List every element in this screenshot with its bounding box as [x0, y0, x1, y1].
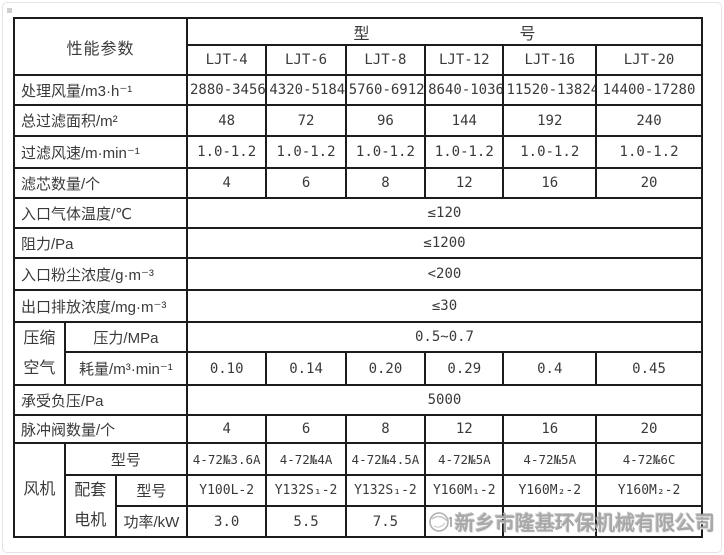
value-cell	[595, 505, 703, 538]
value-cell: 240	[595, 104, 703, 137]
value-cell: 4-72№5A	[502, 442, 598, 476]
row-label-cartridge-count: 滤芯数量/个	[13, 167, 188, 199]
value-cell: Y160M₁-2	[424, 474, 505, 507]
value-cell: 144	[424, 104, 505, 137]
value-cell: 4-72№5A	[424, 442, 505, 476]
value-cell: 1.0-1.2	[595, 135, 703, 169]
value-cell: 4-72№3.6A	[185, 442, 268, 476]
value-cell: 48	[185, 104, 268, 137]
scan-artifact	[7, 8, 12, 13]
value-cell: 8640-10368	[424, 74, 505, 106]
value-cell: 12	[424, 414, 505, 444]
model-column-header: LJT-4	[185, 44, 268, 76]
row-label-negative-pressure: 承受负压/Pa	[13, 384, 188, 416]
row-label-pulse-valve-count: 脉冲阀数量/个	[13, 414, 188, 444]
value-cell: 192	[502, 104, 598, 137]
model-group-char-2: 号	[519, 25, 536, 43]
value-cell: 3.0	[185, 505, 268, 538]
value-cell: 4	[185, 414, 268, 444]
model-group-header: 型 号	[185, 17, 704, 46]
row-label-air-consumption: 耗量/m³·min⁻¹	[63, 351, 188, 386]
value-cell: 16	[502, 167, 598, 199]
value-cell: Y132S₁-2	[265, 474, 347, 507]
model-column-header: LJT-12	[424, 44, 505, 76]
merged-value-cell: <200	[185, 257, 704, 291]
row-label-filter-velocity: 过滤风速/m·min⁻¹	[13, 135, 188, 169]
row-label-pressure: 压力/MPa	[63, 321, 188, 353]
value-cell: 1.0-1.2	[265, 135, 347, 169]
value-cell: 4320-5184	[265, 74, 347, 106]
value-cell: 96	[344, 104, 427, 137]
value-cell: 6	[265, 414, 347, 444]
value-cell: 11520-13824	[502, 74, 598, 106]
row-label-filter-area: 总过滤面积/m²	[13, 104, 188, 137]
value-cell: Y160M₂-2	[595, 474, 703, 507]
value-cell: 4-72№4.5A	[344, 442, 427, 476]
merged-value-cell: 5000	[185, 384, 704, 416]
value-cell: 7.5	[344, 505, 427, 538]
value-cell: Y100L-2	[185, 474, 268, 507]
value-cell: 5760-6912	[344, 74, 427, 106]
value-cell: 1.0-1.2	[424, 135, 505, 169]
value-cell: 1.0-1.2	[185, 135, 268, 169]
value-cell: 8	[344, 167, 427, 199]
model-group-char-1: 型	[353, 25, 370, 43]
value-cell: 8	[344, 414, 427, 444]
value-cell	[502, 505, 598, 538]
row-label-air-volume: 处理风量/m3·h⁻¹	[13, 74, 188, 106]
value-cell: 6	[265, 167, 347, 199]
value-cell: 14400-17280	[595, 74, 703, 106]
row-group-motor: 配套电机	[63, 474, 117, 538]
row-group-fan: 风机	[13, 442, 66, 538]
value-cell: 20	[595, 414, 703, 444]
merged-value-cell: 0.5~0.7	[185, 321, 704, 353]
merged-value-cell: ≤120	[185, 197, 704, 229]
value-cell: 0.29	[424, 351, 505, 386]
value-cell: 4-72№6C	[595, 442, 703, 476]
row-label-motor-model: 型号	[114, 474, 188, 507]
value-cell: Y160M₂-2	[502, 474, 598, 507]
value-cell: 72	[265, 104, 347, 137]
row-label-motor-power: 功率/kW	[114, 505, 188, 538]
value-cell: 4	[185, 167, 268, 199]
value-cell: Y132S₁-2	[344, 474, 427, 507]
value-cell: 4-72№4A	[265, 442, 347, 476]
merged-value-cell: ≤30	[185, 289, 704, 323]
value-cell: 0.45	[595, 351, 703, 386]
param-header-cell: 性能参数	[13, 17, 188, 76]
model-column-header: LJT-16	[502, 44, 598, 76]
spec-table: 性能参数 型 号 LJT-4 LJT-6 LJT-8 LJT-12 LJT-16…	[13, 17, 704, 538]
row-label-inlet-dust: 入口粉尘浓度/g·m⁻³	[13, 257, 188, 291]
value-cell: 16	[502, 414, 598, 444]
value-cell: 0.14	[265, 351, 347, 386]
value-cell	[424, 505, 505, 538]
value-cell: 1.0-1.2	[502, 135, 598, 169]
value-cell: 5.5	[265, 505, 347, 538]
model-column-header: LJT-6	[265, 44, 347, 76]
value-cell: 20	[595, 167, 703, 199]
row-label-resistance: 阻力/Pa	[13, 227, 188, 259]
value-cell: 0.20	[344, 351, 427, 386]
value-cell: 12	[424, 167, 505, 199]
value-cell: 0.10	[185, 351, 268, 386]
row-label-inlet-gas-temp: 入口气体温度/℃	[13, 197, 188, 229]
row-group-compressed-air: 压缩空气	[13, 321, 66, 386]
value-cell: 0.4	[502, 351, 598, 386]
row-label-fan-model: 型号	[63, 442, 188, 476]
row-label-outlet-emission: 出口排放浓度/mg·m⁻³	[13, 289, 188, 323]
merged-value-cell: ≤1200	[185, 227, 704, 259]
value-cell: 1.0-1.2	[344, 135, 427, 169]
model-column-header: LJT-20	[595, 44, 703, 76]
value-cell: 2880-3456	[185, 74, 268, 106]
model-column-header: LJT-8	[344, 44, 427, 76]
